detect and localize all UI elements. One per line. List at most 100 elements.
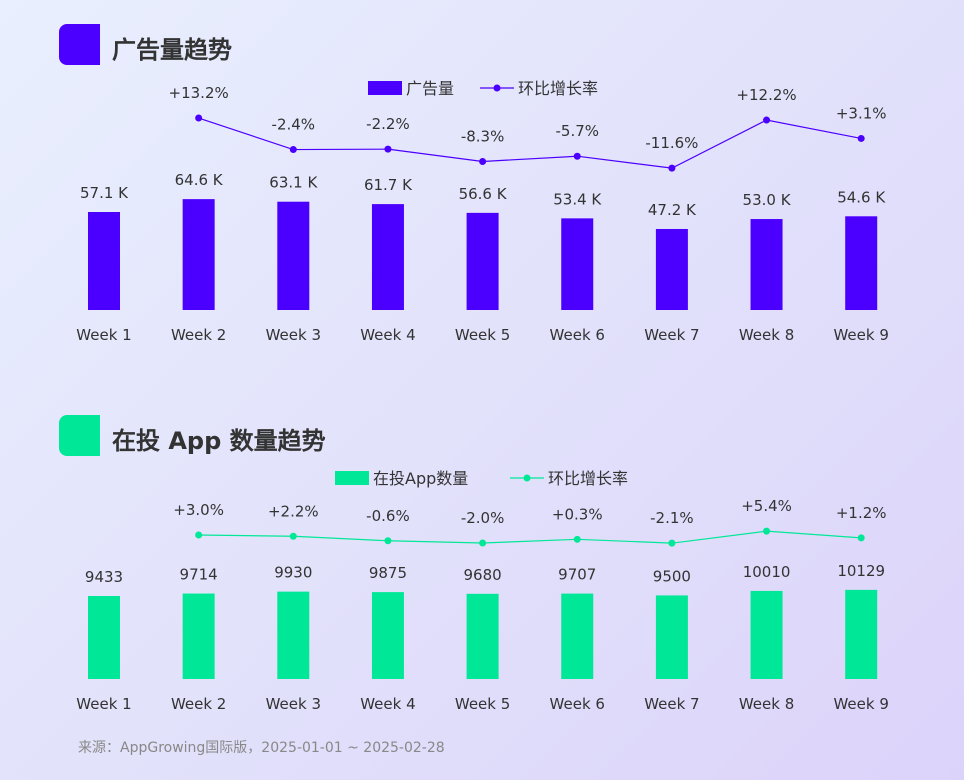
growth-rate-label: +3.1% — [836, 104, 887, 122]
growth-rate-label: -2.4% — [272, 116, 316, 134]
bar-value-label: 57.1 K — [80, 184, 129, 202]
growth-rate-label: +13.2% — [169, 84, 229, 102]
legend-line-label: 环比增长率 — [518, 79, 598, 98]
growth-rate-label: +0.3% — [552, 505, 603, 523]
x-tick-label: Week 4 — [360, 695, 415, 713]
bar — [561, 218, 594, 310]
legend-bar-swatch — [368, 81, 402, 95]
growth-rate-point — [289, 532, 297, 540]
ads-chart-title: 广告量趋势 — [112, 36, 232, 64]
source-note: 来源：AppGrowing国际版，2025-01-01 ~ 2025-02-28 — [78, 740, 445, 756]
growth-rate-label: -0.6% — [366, 507, 410, 525]
growth-rate-label: -2.1% — [650, 509, 694, 527]
bar-value-label: 54.6 K — [837, 188, 886, 206]
x-tick-label: Week 3 — [266, 326, 321, 344]
x-tick-label: Week 6 — [550, 695, 605, 713]
bar-value-label: 64.6 K — [175, 171, 224, 189]
x-tick-label: Week 1 — [76, 326, 131, 344]
growth-rate-label: -11.6% — [645, 134, 698, 152]
growth-rate-label: +2.2% — [268, 502, 319, 520]
x-tick-label: Week 4 — [360, 326, 415, 344]
x-tick-label: Week 3 — [266, 695, 321, 713]
growth-rate-point — [479, 539, 487, 547]
growth-rate-point — [857, 134, 865, 142]
bar-value-label: 61.7 K — [364, 176, 413, 194]
bar-value-label: 9500 — [653, 567, 691, 585]
growth-rate-point — [573, 152, 581, 160]
growth-rate-label: +1.2% — [836, 504, 887, 522]
x-tick-label: Week 9 — [833, 695, 888, 713]
growth-rate-point — [195, 531, 203, 539]
bar — [182, 593, 215, 679]
x-tick-label: Week 9 — [833, 326, 888, 344]
bar-value-label: 47.2 K — [648, 201, 697, 219]
growth-rate-point — [668, 539, 676, 547]
growth-rate-label: +3.0% — [173, 501, 224, 519]
bar-value-label: 56.6 K — [459, 185, 508, 203]
growth-rate-line — [198, 117, 862, 169]
bar-value-label: 10010 — [743, 563, 791, 581]
bar-value-label: 53.4 K — [553, 190, 602, 208]
growth-rate-point — [195, 114, 203, 122]
bar — [88, 596, 120, 679]
growth-rate-label: +12.2% — [736, 86, 796, 104]
bar — [466, 593, 499, 679]
bar — [371, 204, 404, 310]
growth-rate-line — [198, 530, 862, 544]
bar-value-label: 63.1 K — [269, 174, 318, 192]
bar — [655, 595, 688, 679]
growth-rate-point — [384, 145, 392, 153]
growth-rate-label: -8.3% — [461, 127, 505, 145]
growth-rate-point — [857, 534, 865, 542]
legend-line-marker — [523, 474, 531, 482]
bar-value-label: 9930 — [274, 564, 312, 582]
bar — [88, 212, 120, 310]
x-tick-label: Week 2 — [171, 326, 226, 344]
growth-rate-point — [384, 537, 392, 545]
bar-value-label: 9875 — [369, 564, 407, 582]
x-tick-label: Week 6 — [550, 326, 605, 344]
bar — [845, 589, 878, 679]
ads-title-badge — [59, 24, 100, 65]
bar — [561, 593, 594, 679]
bar-value-label: 9433 — [85, 568, 123, 586]
bar — [182, 199, 215, 310]
legend-line-marker — [493, 84, 501, 92]
bar-value-label: 9680 — [464, 566, 502, 584]
growth-rate-label: +5.4% — [741, 497, 792, 515]
x-tick-label: Week 7 — [644, 695, 699, 713]
bar — [277, 201, 310, 310]
bar-value-label: 53.0 K — [743, 191, 792, 209]
bar — [845, 216, 878, 310]
x-tick-label: Week 1 — [76, 695, 131, 713]
x-tick-label: Week 5 — [455, 695, 510, 713]
x-tick-label: Week 2 — [171, 695, 226, 713]
growth-rate-label: -2.0% — [461, 509, 505, 527]
bar — [750, 590, 783, 679]
legend-line-label: 环比增长率 — [548, 469, 628, 488]
x-tick-label: Week 8 — [739, 695, 794, 713]
legend-bar-swatch — [335, 471, 369, 485]
growth-rate-point — [479, 157, 487, 165]
growth-rate-point — [763, 116, 771, 124]
growth-rate-point — [573, 535, 581, 543]
x-tick-label: Week 5 — [455, 326, 510, 344]
growth-rate-point — [668, 164, 676, 172]
apps-title-badge — [59, 415, 100, 456]
bar-value-label: 9714 — [180, 566, 218, 584]
growth-rate-point — [289, 146, 297, 154]
bar-value-label: 10129 — [837, 562, 885, 580]
bar — [371, 592, 404, 679]
legend-bar-label: 广告量 — [406, 79, 454, 98]
growth-rate-label: -2.2% — [366, 115, 410, 133]
bar — [655, 228, 688, 310]
bar — [277, 591, 310, 679]
growth-rate-point — [763, 527, 771, 535]
growth-rate-label: -5.7% — [555, 122, 599, 140]
bar-value-label: 9707 — [558, 566, 596, 584]
bar — [750, 219, 783, 310]
x-tick-label: Week 8 — [739, 326, 794, 344]
bar — [466, 212, 499, 310]
x-tick-label: Week 7 — [644, 326, 699, 344]
